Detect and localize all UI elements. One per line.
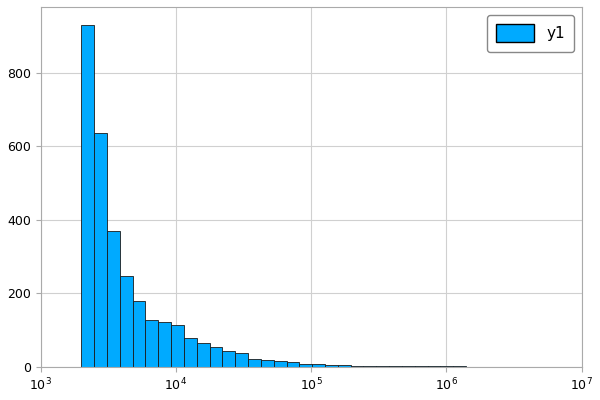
Bar <box>171 325 184 367</box>
Bar <box>299 364 312 367</box>
Bar <box>81 25 94 367</box>
Bar <box>145 320 158 367</box>
Bar <box>274 361 287 367</box>
Bar <box>261 360 274 367</box>
Bar <box>107 231 120 367</box>
Bar <box>312 364 325 367</box>
Bar <box>248 359 261 367</box>
Bar <box>287 362 299 367</box>
Bar <box>94 133 107 367</box>
Bar <box>120 276 133 367</box>
Legend: y1: y1 <box>487 14 574 52</box>
Bar <box>235 353 248 367</box>
Bar <box>325 365 338 367</box>
Bar <box>133 301 145 367</box>
Bar <box>376 366 389 367</box>
Bar <box>158 322 171 367</box>
Bar <box>197 343 209 367</box>
Bar <box>209 346 223 367</box>
Bar <box>350 366 364 367</box>
Bar <box>338 365 350 367</box>
Bar <box>223 350 235 367</box>
Bar <box>184 338 197 367</box>
Bar <box>364 366 376 367</box>
